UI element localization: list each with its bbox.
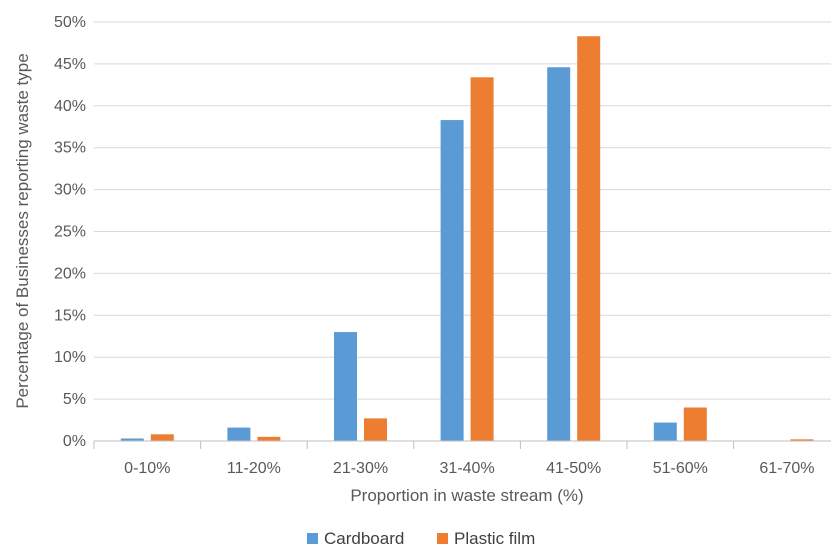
x-tick-label: 51-60%	[653, 460, 708, 477]
x-tick-label: 0-10%	[124, 460, 170, 477]
x-tick-label: 41-50%	[546, 460, 601, 477]
bar-plastic-film	[364, 418, 387, 441]
bar-cardboard	[440, 120, 464, 442]
bar-cardboard	[227, 427, 251, 441]
x-axis-title: Proportion in waste stream (%)	[350, 486, 583, 505]
bars	[120, 36, 814, 442]
legend: Cardboard Plastic film	[307, 529, 535, 548]
x-tick-label: 61-70%	[759, 460, 814, 477]
y-tick-label: 15%	[54, 307, 86, 324]
y-axis-title: Percentage of Businesses reporting waste…	[13, 53, 32, 408]
x-tick-marks	[93, 441, 735, 449]
bar-cardboard	[547, 67, 571, 441]
y-tick-label: 35%	[54, 140, 86, 157]
x-tick-label: 31-40%	[440, 460, 495, 477]
x-tick-labels: 0-10% 11-20% 21-30% 31-40% 41-50% 51-60% 61-70…	[124, 460, 814, 477]
legend-swatch	[437, 533, 448, 544]
legend-label: Plastic film	[454, 529, 535, 548]
bar-plastic-film	[150, 434, 174, 441]
y-tick-label: 50%	[54, 14, 86, 31]
bar-cardboard	[334, 332, 357, 441]
bar-plastic-film	[470, 77, 494, 442]
x-tick-label: 11-20%	[227, 460, 281, 477]
y-tick-label: 25%	[54, 224, 86, 241]
bar-plastic-film	[683, 407, 707, 441]
y-tick-label: 40%	[54, 98, 86, 115]
bar-plastic-film	[257, 436, 281, 441]
bar-cardboard	[653, 422, 677, 441]
y-tick-label: 5%	[63, 391, 86, 408]
legend-swatch	[307, 533, 318, 544]
bar-plastic-film	[790, 439, 814, 441]
y-tick-labels: 0% 5% 10% 15% 20% 25% 30% 35% 40% 45% 50%	[54, 14, 86, 450]
y-tick-label: 0%	[63, 433, 86, 450]
x-tick-label: 21-30%	[333, 460, 388, 477]
bar-plastic-film	[577, 36, 601, 441]
y-tick-label: 30%	[54, 182, 86, 199]
y-tick-label: 20%	[54, 265, 86, 282]
legend-label: Cardboard	[324, 529, 404, 548]
bar-cardboard	[120, 438, 144, 441]
y-tick-label: 10%	[54, 349, 86, 366]
y-tick-label: 45%	[54, 56, 86, 73]
